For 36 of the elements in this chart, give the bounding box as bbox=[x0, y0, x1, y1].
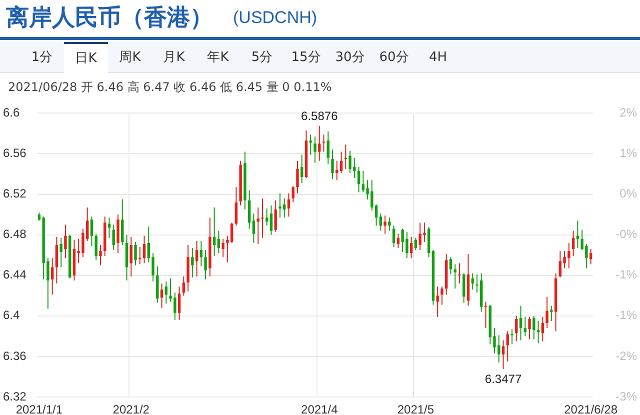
text: 5分 bbox=[250, 49, 274, 67]
annotation: 6.3477 bbox=[484, 372, 522, 386]
y-tick-label: 6.6 bbox=[3, 106, 20, 120]
text: 日K bbox=[64, 42, 108, 73]
chart-title: 离岸人民币（香港） bbox=[6, 5, 213, 31]
y-tick-label: 6.48 bbox=[3, 227, 27, 242]
x-tick-label: 2021/1/1 bbox=[16, 402, 63, 415]
y2-tick-label: -3% bbox=[616, 389, 638, 404]
text: 15分 bbox=[290, 49, 322, 67]
y-tick-label: 6.32 bbox=[3, 389, 27, 404]
y2-tick-label: -1% bbox=[616, 308, 638, 322]
y-tick-label: 6.44 bbox=[3, 268, 27, 282]
text: 4H bbox=[428, 49, 448, 67]
text: 1分 bbox=[30, 49, 54, 67]
y2-tick-label: 2% bbox=[620, 106, 638, 120]
text: 2021/06/28 开 6.46 高 6.47 收 6.46 低 6.45 量 0 0.11% bbox=[8, 79, 332, 96]
text: 年K bbox=[206, 49, 230, 67]
text: 30分 bbox=[334, 49, 366, 67]
y-tick-label: 6.36 bbox=[3, 348, 27, 363]
y-tick-label: 6.4 bbox=[3, 308, 20, 322]
y2-tick-label: -1% bbox=[616, 268, 638, 282]
x-tick-label: 2021/6/28 bbox=[564, 402, 618, 415]
y2-tick-label: -2% bbox=[616, 348, 638, 363]
y2-tick-label: -0% bbox=[616, 227, 638, 242]
x-tick-label: 2021/5 bbox=[397, 402, 434, 415]
annotation: 6.5876 bbox=[301, 109, 338, 124]
x-tick-label: 2021/2 bbox=[112, 402, 150, 415]
y-tick-label: 6.52 bbox=[3, 186, 27, 201]
y2-tick-label: 0% bbox=[620, 186, 638, 201]
text: 月K bbox=[162, 49, 186, 67]
x-tick-label: 2021/4 bbox=[301, 402, 338, 415]
text: 60分 bbox=[378, 49, 410, 67]
chart-subtitle: (USDCNH) bbox=[233, 8, 318, 26]
y2-tick-label: 1% bbox=[620, 146, 638, 160]
y-tick-label: 6.56 bbox=[3, 146, 27, 160]
text: 周K bbox=[118, 49, 142, 67]
